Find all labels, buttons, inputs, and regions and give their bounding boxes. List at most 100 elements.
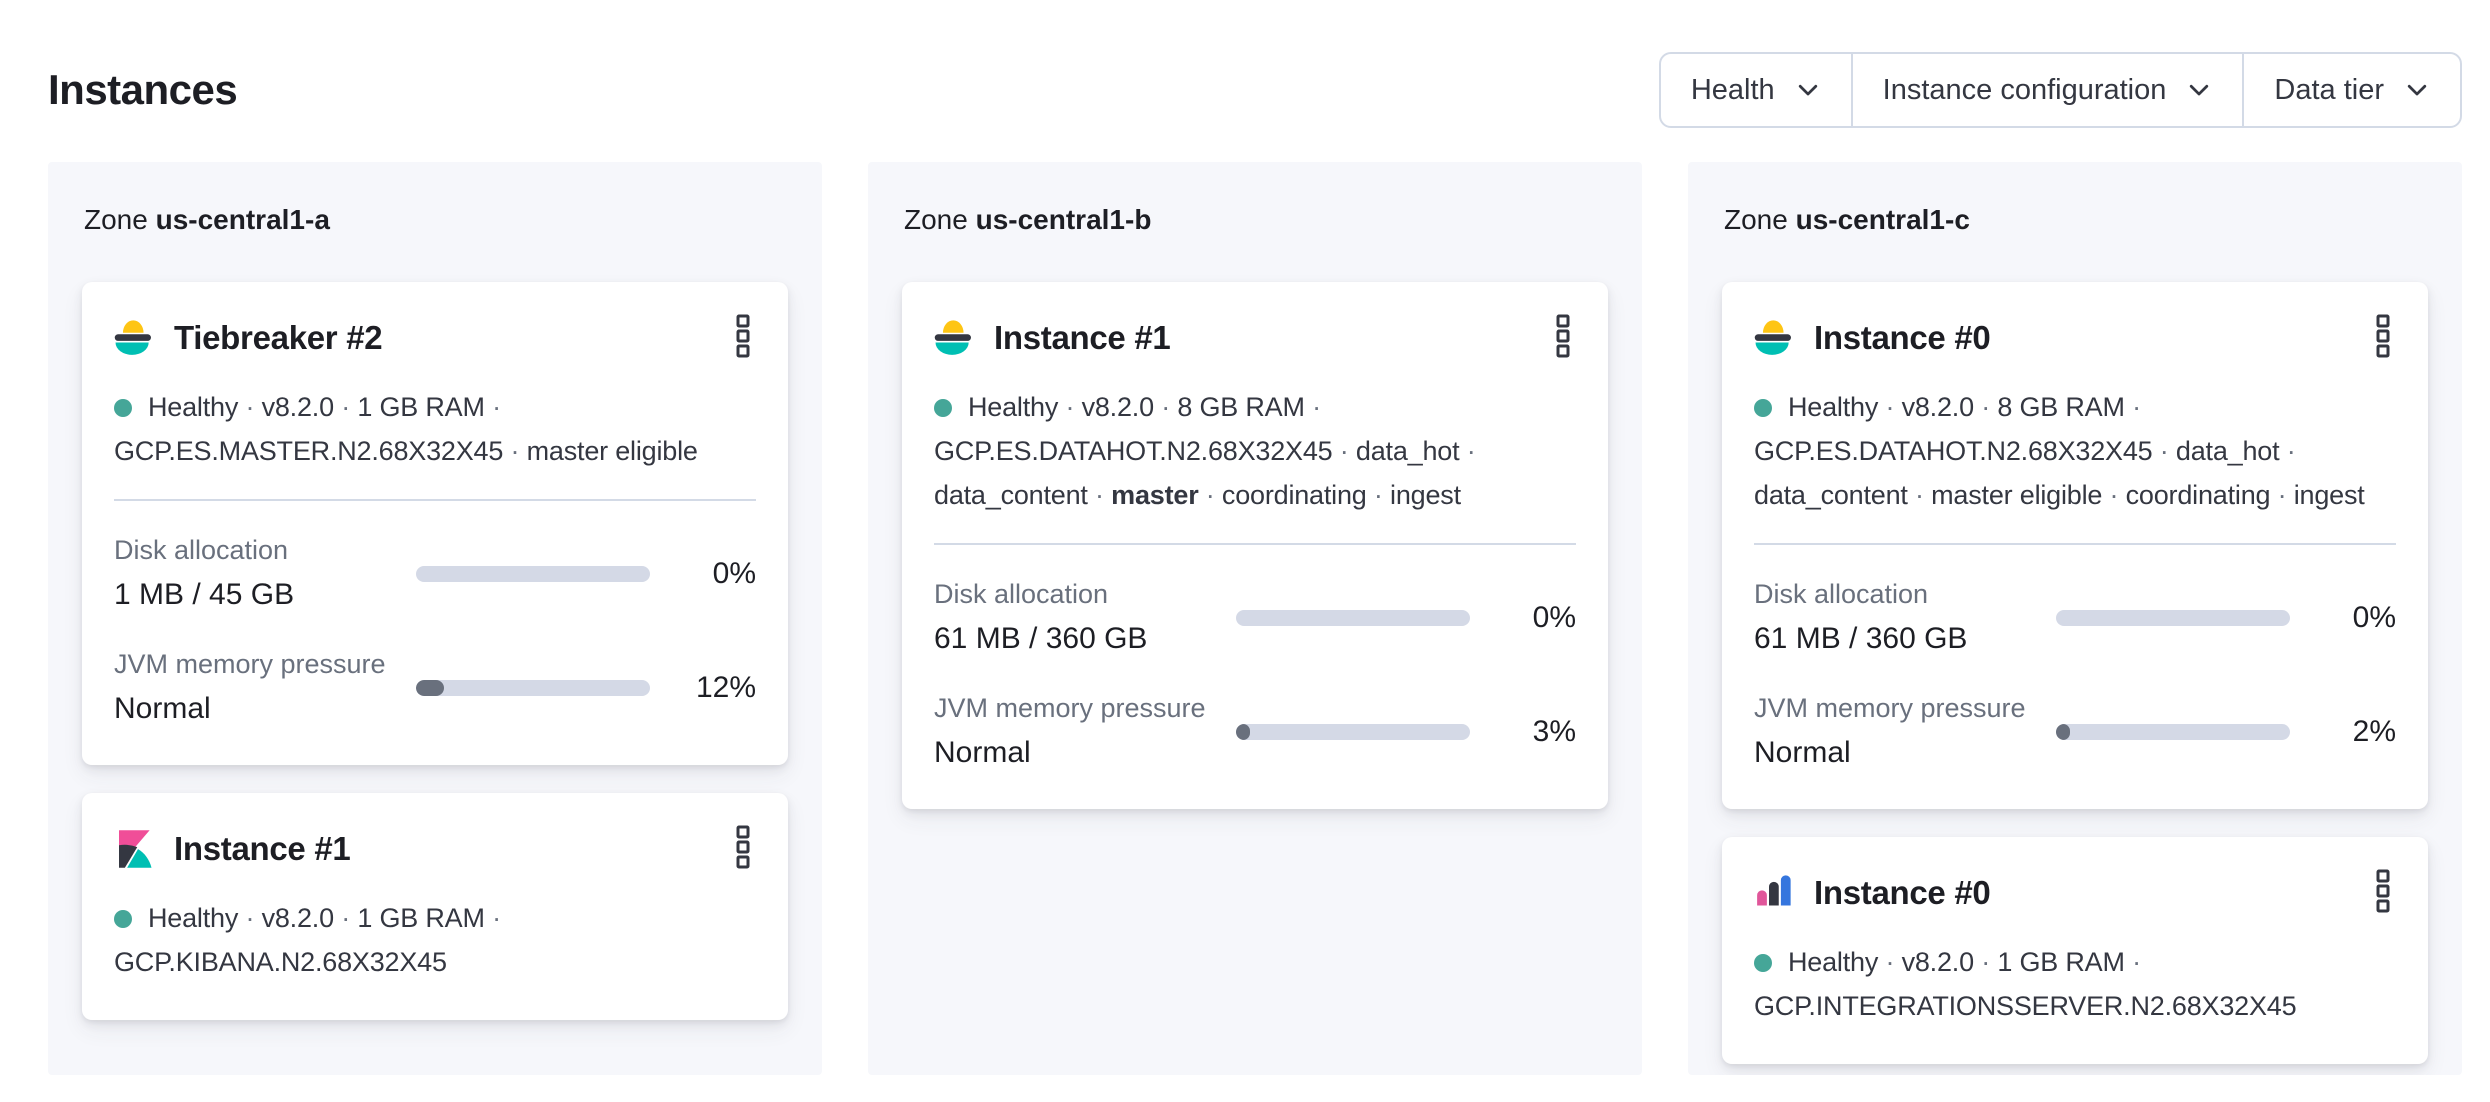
card-divider	[934, 543, 1576, 545]
dot-separator: ·	[484, 903, 501, 933]
zone-us-central1-c: Zone us-central1-c Instance #0 Healthy ·…	[1688, 162, 2462, 1075]
status-token: Healthy ·	[148, 392, 255, 422]
dot-separator: ·	[484, 392, 501, 422]
dot-separator: ·	[1304, 392, 1321, 422]
zone-name: us-central1-b	[975, 204, 1152, 235]
progress-bar	[416, 680, 650, 696]
instance-card-header: Instance #1	[114, 821, 756, 876]
instance-menu-button[interactable]	[1550, 310, 1576, 365]
status-tokens: Healthy · v8.2.0 · 8 GB RAM · GCP.ES.DAT…	[934, 392, 1476, 510]
instance-status: Healthy · v8.2.0 · 1 GB RAM · GCP.INTEGR…	[1754, 940, 2396, 1028]
chevron-down-icon	[2186, 77, 2212, 103]
boxes-vertical-icon	[2376, 869, 2390, 916]
zone-us-central1-a: Zone us-central1-a Tiebreaker #2 Healthy…	[48, 162, 822, 1075]
instance-card: Instance #0 Healthy · v8.2.0 · 8 GB RAM …	[1722, 282, 2428, 809]
dot-separator: ·	[1332, 436, 1349, 466]
progress-bar	[416, 566, 650, 582]
instance-metrics: Disk allocation 1 MB / 45 GB 0% JVM memo…	[114, 533, 756, 729]
status-tokens: Healthy · v8.2.0 · 1 GB RAM · GCP.ES.MAS…	[114, 392, 698, 466]
dot-separator: ·	[1153, 392, 1171, 422]
progress-bar	[2056, 610, 2290, 626]
health-dot-icon	[114, 399, 132, 417]
status-token: coordinating ·	[1221, 480, 1383, 510]
status-token: v8.2.0 ·	[1081, 392, 1171, 422]
dot-separator: ·	[1973, 947, 1991, 977]
status-token: Healthy ·	[148, 903, 255, 933]
filter-label: Data tier	[2274, 73, 2384, 106]
status-token: 8 GB RAM ·	[1177, 392, 1321, 422]
status-token: 1 GB RAM ·	[357, 392, 501, 422]
boxes-vertical-icon	[2376, 314, 2390, 361]
status-token: GCP.INTEGRATIONSSERVER.N2.68X32X45	[1754, 991, 2297, 1021]
instance-metrics: Disk allocation 61 MB / 360 GB 0% JVM me…	[1754, 577, 2396, 773]
elasticsearch-logo	[1754, 320, 1794, 355]
instance-status: Healthy · v8.2.0 · 1 GB RAM · GCP.KIBANA…	[114, 896, 756, 984]
instance-card-header: Tiebreaker #2	[114, 310, 756, 365]
status-token: GCP.ES.DATAHOT.N2.68X32X45 ·	[934, 436, 1349, 466]
boxes-vertical-icon	[1556, 314, 1570, 361]
filter-instance-configuration[interactable]: Instance configuration	[1853, 54, 2245, 126]
metric-percent: 0%	[712, 557, 756, 590]
dot-separator: ·	[2124, 947, 2141, 977]
progress-bar	[2056, 724, 2290, 740]
instance-menu-button[interactable]	[2370, 310, 2396, 365]
metric-row: Disk allocation 61 MB / 360 GB 0%	[934, 577, 1576, 659]
progress-bar	[1236, 724, 1470, 740]
elasticsearch-logo	[114, 320, 154, 355]
instance-card: Instance #1 Healthy · v8.2.0 · 1 GB RAM …	[82, 793, 788, 1020]
elasticsearch-logo	[934, 320, 974, 355]
metric-percent: 2%	[2352, 715, 2396, 748]
status-token: v8.2.0 ·	[1901, 947, 1991, 977]
filter-group: Health Instance configuration Data tier	[1658, 52, 2462, 128]
integrations-server-logo	[1754, 873, 1794, 913]
dot-separator: ·	[333, 392, 351, 422]
status-token: GCP.ES.DATAHOT.N2.68X32X45 ·	[1754, 436, 2169, 466]
status-token: ingest	[2293, 480, 2365, 510]
status-token: 1 GB RAM ·	[1997, 947, 2141, 977]
zone-label: Zone us-central1-b	[904, 204, 1608, 236]
status-token: GCP.KIBANA.N2.68X32X45	[114, 947, 447, 977]
filter-health[interactable]: Health	[1661, 54, 1853, 126]
instance-status: Healthy · v8.2.0 · 8 GB RAM · GCP.ES.DAT…	[934, 385, 1576, 517]
zone-word: Zone	[84, 204, 148, 235]
boxes-vertical-icon	[736, 825, 750, 872]
instance-menu-button[interactable]	[2370, 865, 2396, 920]
dot-separator: ·	[1087, 480, 1104, 510]
status-token: master eligible	[526, 436, 698, 466]
status-token: ingest	[1390, 480, 1461, 510]
boxes-vertical-icon	[736, 314, 750, 361]
filter-data-tier[interactable]: Data tier	[2244, 54, 2460, 126]
metric-percent: 12%	[695, 671, 756, 704]
metric-value: 1 MB / 45 GB	[114, 578, 295, 611]
metric-label: JVM memory pressure	[1754, 693, 2026, 723]
metric-label: JVM memory pressure	[934, 693, 1206, 723]
status-token: master eligible ·	[1931, 480, 2119, 510]
status-token: master ·	[1111, 480, 1215, 510]
metric-row: Disk allocation 61 MB / 360 GB 0%	[1754, 577, 2396, 659]
progress-bar-fill	[2056, 724, 2070, 740]
health-dot-icon	[1754, 954, 1772, 972]
instance-card: Instance #1 Healthy · v8.2.0 · 8 GB RAM …	[902, 282, 1608, 809]
status-token: coordinating ·	[2125, 480, 2287, 510]
metric-value: 61 MB / 360 GB	[1754, 622, 1968, 655]
progress-bar	[1236, 610, 1470, 626]
status-token: data_content ·	[934, 480, 1104, 510]
instance-status: Healthy · v8.2.0 · 8 GB RAM · GCP.ES.DAT…	[1754, 385, 2396, 517]
filter-label: Health	[1690, 73, 1775, 106]
instance-menu-button[interactable]	[730, 310, 756, 365]
dot-separator: ·	[1366, 480, 1383, 510]
kibana-logo	[114, 829, 154, 869]
status-tokens: Healthy · v8.2.0 · 1 GB RAM · GCP.INTEGR…	[1754, 947, 2297, 1021]
metric-label: Disk allocation	[114, 535, 289, 565]
health-dot-icon	[1754, 399, 1772, 417]
instance-menu-button[interactable]	[730, 821, 756, 876]
zones-container: Zone us-central1-a Tiebreaker #2 Healthy…	[48, 162, 2462, 1075]
chevron-down-icon	[1795, 77, 1821, 103]
dot-separator: ·	[1058, 392, 1075, 422]
metric-label: Disk allocation	[1754, 579, 1929, 609]
card-divider	[1754, 543, 2396, 545]
metric-row: JVM memory pressure Normal 12%	[114, 647, 756, 729]
metric-row: JVM memory pressure Normal 2%	[1754, 691, 2396, 773]
zone-name: us-central1-c	[1795, 204, 1970, 235]
zone-word: Zone	[1724, 204, 1788, 235]
